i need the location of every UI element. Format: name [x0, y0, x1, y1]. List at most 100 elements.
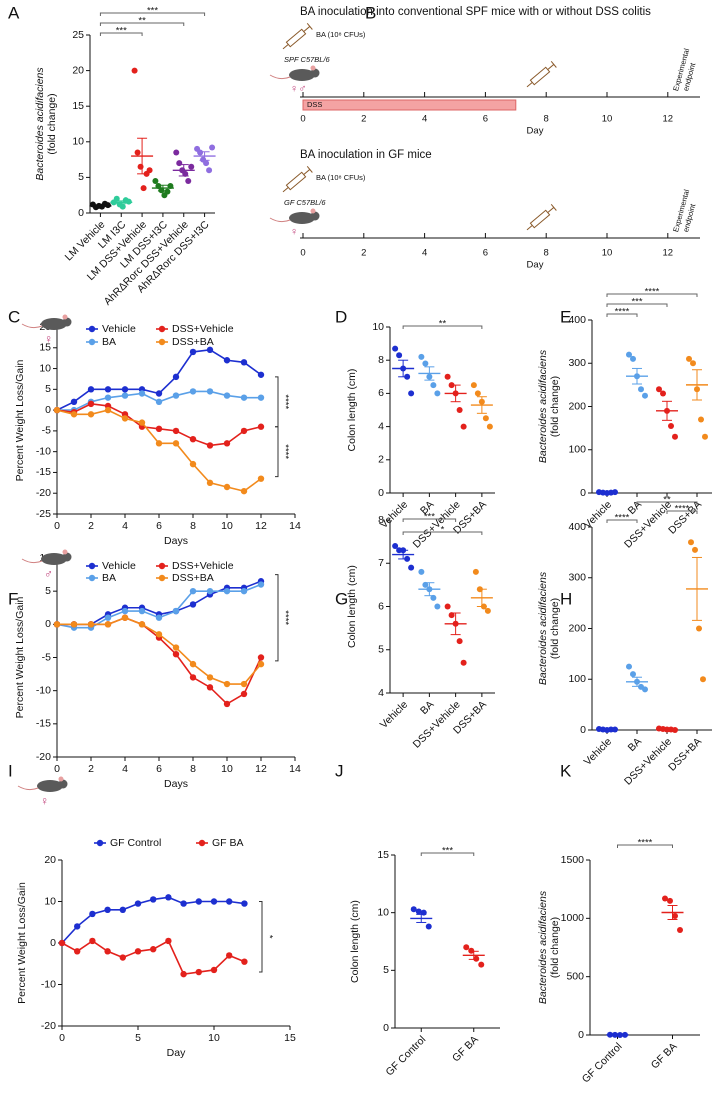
y-axis-label: (fold change)	[549, 598, 561, 659]
mouse-icon	[310, 65, 316, 71]
significance-bracket	[606, 303, 668, 307]
x-tick-label: DSS+BA	[666, 736, 704, 774]
data-point	[104, 394, 112, 401]
y-tick-label: 200	[568, 400, 586, 412]
data-point	[70, 621, 78, 628]
data-point	[104, 614, 112, 621]
panel-label: D	[335, 307, 347, 326]
data-point	[240, 690, 248, 698]
syringe-needle	[526, 82, 533, 88]
x-tick-label: 4	[122, 520, 128, 532]
data-point	[668, 422, 674, 429]
data-point	[226, 952, 233, 959]
y-tick-label: 0	[78, 207, 84, 219]
data-point	[210, 898, 218, 905]
data-point	[146, 167, 153, 174]
panel-label: K	[560, 761, 572, 780]
data-point	[470, 382, 477, 389]
significance-bracket	[606, 293, 698, 297]
y-tick-label: -5	[42, 651, 51, 663]
syringe-plunger	[303, 26, 311, 32]
panel-label: C	[8, 307, 20, 326]
syringe-needle	[282, 187, 289, 193]
series-line	[56, 583, 262, 629]
legend-swatch	[96, 839, 104, 847]
data-point	[688, 539, 694, 546]
x-tick-label: 14	[289, 520, 301, 532]
x-tick-label: 0	[59, 1032, 65, 1044]
y-tick-label: -20	[41, 1020, 56, 1032]
data-point	[223, 357, 231, 364]
significance-label: ***	[442, 846, 453, 857]
y-tick-label: 10	[44, 895, 56, 907]
y-tick-label: 100	[568, 444, 586, 456]
data-point	[430, 594, 437, 601]
x-tick-label: Vehicle	[378, 698, 411, 731]
legend-label: BA	[102, 336, 116, 348]
x-tick-label: BA	[626, 736, 644, 754]
data-point	[434, 603, 441, 610]
y-axis-label: Bacteroides acidifaciens	[537, 890, 549, 1004]
data-point	[418, 568, 425, 575]
y-tick-label: 0	[45, 618, 51, 630]
data-point	[155, 398, 163, 405]
data-point	[223, 483, 231, 491]
sex: ♀	[290, 226, 298, 238]
legend-swatch	[158, 562, 166, 570]
data-point	[660, 390, 666, 397]
legend-swatch	[198, 839, 206, 847]
x-tick-label: 0	[54, 763, 60, 775]
data-point	[686, 355, 692, 362]
significance-label: ****	[645, 287, 660, 298]
dss-period	[302, 99, 517, 111]
mouse-icon	[310, 208, 316, 214]
data-point	[189, 587, 197, 595]
y-tick-label: 25	[72, 29, 84, 41]
data-point	[53, 621, 61, 628]
y-tick-label: 15	[72, 100, 84, 112]
y-tick-label: -10	[36, 445, 51, 457]
data-point	[630, 355, 636, 362]
y-tick-label: 4	[378, 687, 384, 699]
mouse-icon	[310, 211, 320, 221]
significance-label: **	[138, 16, 146, 27]
day-label: 8	[544, 248, 549, 259]
data-point	[667, 897, 673, 904]
data-point	[240, 487, 248, 495]
data-point	[223, 440, 231, 447]
data-point	[474, 390, 481, 397]
y-axis-label: Bacteroides acidifaciens	[537, 571, 549, 685]
data-point	[672, 913, 678, 919]
y-tick-label: 7	[378, 557, 384, 569]
data-point	[121, 415, 129, 422]
y-axis-label: Percent Weight Loss/Gain	[16, 882, 28, 1004]
x-tick-label: Vehicle	[582, 498, 615, 531]
legend-label: BA	[102, 572, 116, 584]
axis-label: Day	[527, 260, 544, 271]
y-tick-label: 0	[50, 937, 56, 949]
data-point	[189, 460, 197, 468]
x-tick-label: 4	[122, 763, 128, 775]
x-tick-label: 15	[284, 1032, 296, 1044]
data-point	[155, 631, 163, 638]
data-point	[173, 149, 180, 156]
significance-bracket	[259, 901, 263, 973]
y-tick-label: -20	[36, 751, 51, 763]
data-point	[138, 390, 146, 397]
mouse-icon	[58, 776, 64, 782]
significance-bracket	[420, 852, 475, 856]
data-point	[240, 680, 248, 688]
mouse-icon	[289, 212, 315, 224]
sex: ♀♂	[290, 83, 307, 95]
data-point	[87, 621, 95, 628]
panel-label: A	[8, 3, 20, 22]
y-tick-label: -25	[36, 508, 51, 520]
x-axis-label: Days	[164, 535, 188, 547]
mouse-icon	[62, 552, 72, 562]
data-point	[209, 144, 216, 151]
series-line	[57, 616, 262, 705]
day-label: 0	[300, 114, 305, 125]
data-point	[152, 177, 159, 184]
day-label: 0	[300, 248, 305, 259]
